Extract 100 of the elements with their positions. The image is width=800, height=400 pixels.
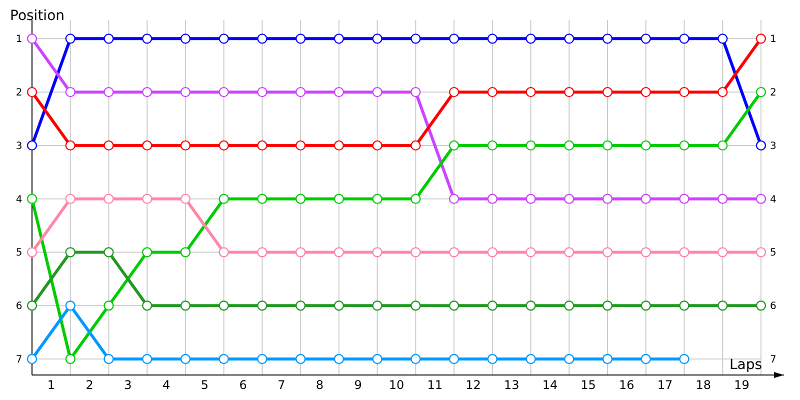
point	[218, 140, 229, 151]
point	[679, 34, 690, 44]
point	[448, 300, 460, 311]
x-tick-label: 6	[239, 378, 247, 392]
x-axis-title: Laps	[729, 357, 762, 373]
point	[180, 247, 191, 258]
point	[372, 194, 382, 204]
point	[295, 354, 306, 364]
point	[218, 86, 229, 98]
point	[526, 86, 536, 98]
point	[26, 247, 38, 258]
point	[640, 300, 651, 311]
point	[142, 140, 152, 151]
point	[142, 354, 152, 364]
point	[602, 247, 613, 258]
x-tick-label: 9	[354, 378, 362, 392]
point	[65, 354, 76, 364]
point	[640, 34, 651, 44]
point	[372, 247, 382, 258]
point	[334, 34, 344, 44]
point	[679, 247, 690, 258]
point	[756, 34, 766, 44]
x-tick-label: 11	[427, 378, 442, 392]
point	[679, 86, 690, 98]
point	[334, 354, 344, 364]
point	[564, 354, 574, 364]
point	[180, 140, 191, 151]
point	[564, 140, 574, 151]
point	[257, 247, 268, 258]
point	[372, 86, 382, 98]
point	[718, 247, 728, 258]
point	[142, 34, 152, 44]
point	[65, 300, 76, 311]
y-tick-label: 6	[16, 301, 22, 312]
y-tick-label: 7	[16, 354, 22, 366]
point	[410, 34, 421, 44]
point	[718, 86, 728, 98]
point	[65, 86, 76, 98]
point	[487, 300, 498, 311]
point	[526, 194, 536, 204]
point	[334, 140, 344, 151]
point	[26, 34, 38, 44]
point	[718, 300, 728, 311]
point	[26, 354, 38, 364]
point	[104, 140, 114, 151]
point	[602, 140, 613, 151]
point	[602, 354, 613, 364]
point	[448, 34, 460, 44]
y2-tick-label: 4	[770, 194, 776, 206]
point	[448, 354, 460, 364]
point	[448, 194, 460, 204]
point	[640, 140, 651, 151]
point	[65, 140, 76, 151]
point	[257, 140, 268, 151]
point	[257, 354, 268, 364]
point	[448, 247, 460, 258]
y2-tick-label: 6	[770, 301, 776, 312]
point	[640, 194, 651, 204]
point	[410, 194, 421, 204]
point	[372, 354, 382, 364]
point	[372, 300, 382, 311]
y-tick-label: 2	[16, 88, 22, 99]
point	[180, 300, 191, 311]
point	[602, 300, 613, 311]
point	[334, 247, 344, 258]
x-tick-label: 10	[388, 378, 404, 392]
point	[410, 354, 421, 364]
point	[26, 194, 38, 204]
point	[26, 300, 38, 311]
point	[487, 86, 498, 98]
point	[218, 247, 229, 258]
x-tick-label: 18	[696, 378, 712, 392]
point	[640, 247, 651, 258]
point	[65, 247, 76, 258]
point	[104, 247, 114, 258]
x-tick-label: 15	[580, 378, 596, 392]
x-tick-label: 4	[162, 378, 170, 392]
point	[104, 194, 114, 204]
point	[448, 86, 460, 98]
point	[679, 194, 690, 204]
point	[448, 140, 460, 151]
point	[602, 194, 613, 204]
point	[295, 86, 306, 98]
x-tick-label: 19	[734, 378, 750, 392]
point	[564, 194, 574, 204]
point	[640, 354, 651, 364]
point	[295, 34, 306, 44]
x-tick-label: 3	[124, 378, 132, 392]
point	[180, 86, 191, 98]
point	[756, 247, 766, 258]
point	[334, 300, 344, 311]
point	[142, 300, 152, 311]
point	[526, 300, 536, 311]
point	[372, 34, 382, 44]
point	[180, 194, 191, 204]
x-tick-label: 13	[504, 378, 520, 392]
point	[104, 86, 114, 98]
x-tick-label: 17	[657, 378, 673, 392]
x-tick-label: 8	[316, 378, 324, 392]
point	[334, 86, 344, 98]
